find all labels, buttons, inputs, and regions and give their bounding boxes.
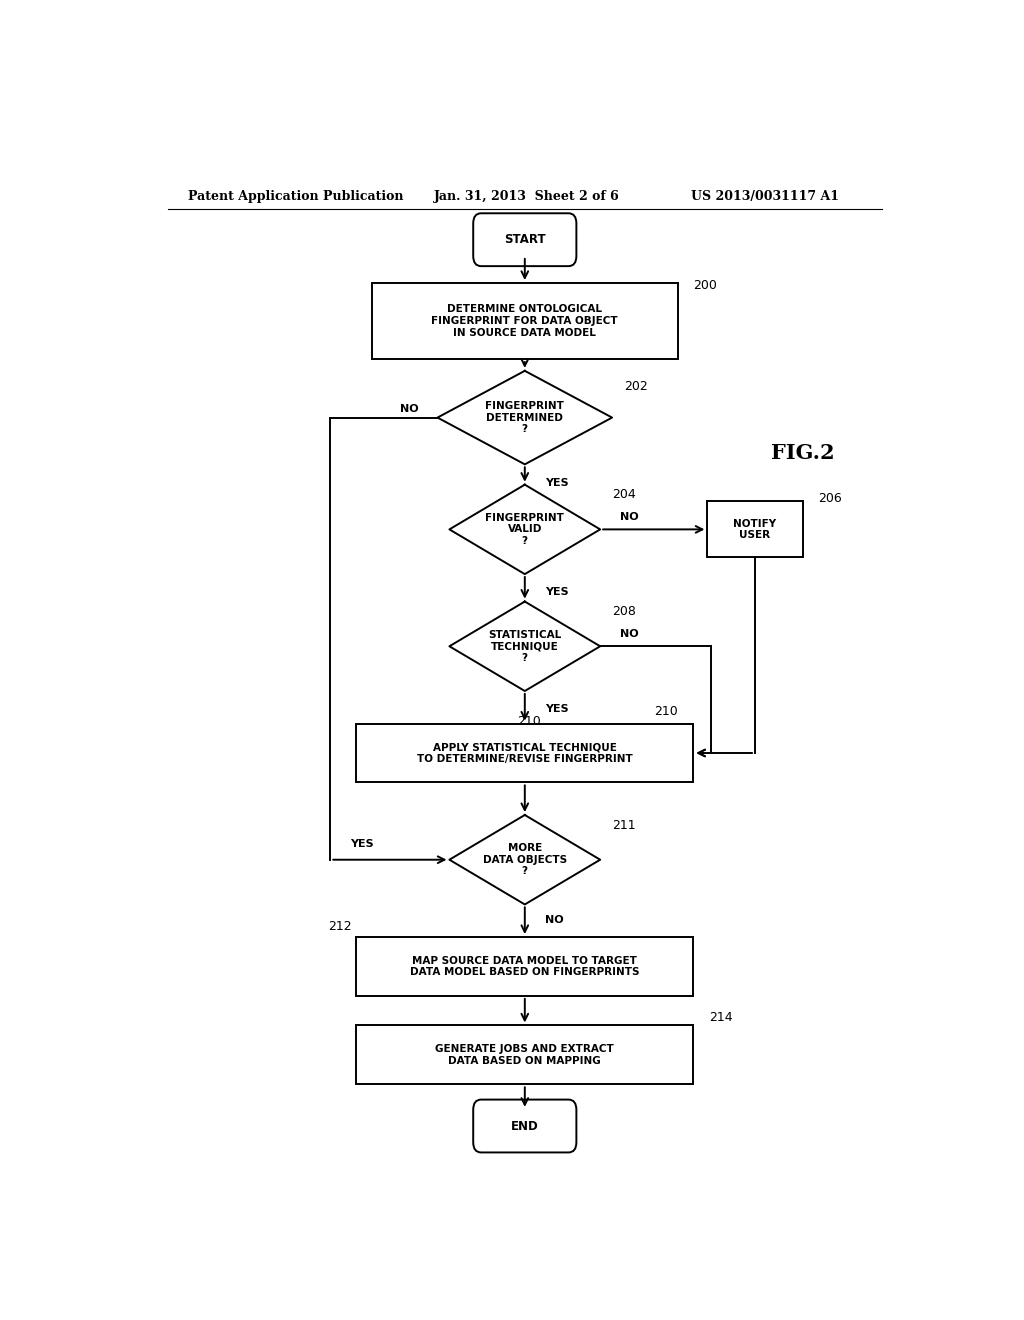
Text: FINGERPRINT
DETERMINED
?: FINGERPRINT DETERMINED ? bbox=[485, 401, 564, 434]
FancyBboxPatch shape bbox=[473, 214, 577, 267]
Text: STATISTICAL
TECHNIQUE
?: STATISTICAL TECHNIQUE ? bbox=[488, 630, 561, 663]
Text: NO: NO bbox=[545, 915, 563, 925]
Polygon shape bbox=[437, 371, 612, 465]
Text: END: END bbox=[511, 1119, 539, 1133]
Polygon shape bbox=[450, 484, 600, 574]
Text: APPLY STATISTICAL TECHNIQUE
TO DETERMINE/REVISE FINGERPRINT: APPLY STATISTICAL TECHNIQUE TO DETERMINE… bbox=[417, 742, 633, 764]
Text: DETERMINE ONTOLOGICAL
FINGERPRINT FOR DATA OBJECT
IN SOURCE DATA MODEL: DETERMINE ONTOLOGICAL FINGERPRINT FOR DA… bbox=[431, 305, 618, 338]
Text: GENERATE JOBS AND EXTRACT
DATA BASED ON MAPPING: GENERATE JOBS AND EXTRACT DATA BASED ON … bbox=[435, 1044, 614, 1065]
Text: Jan. 31, 2013  Sheet 2 of 6: Jan. 31, 2013 Sheet 2 of 6 bbox=[433, 190, 620, 202]
FancyBboxPatch shape bbox=[356, 723, 693, 783]
FancyBboxPatch shape bbox=[356, 1026, 693, 1084]
Text: 200: 200 bbox=[693, 279, 718, 292]
Text: MAP SOURCE DATA MODEL TO TARGET
DATA MODEL BASED ON FINGERPRINTS: MAP SOURCE DATA MODEL TO TARGET DATA MOD… bbox=[410, 956, 640, 977]
FancyBboxPatch shape bbox=[473, 1100, 577, 1152]
Text: NO: NO bbox=[620, 512, 639, 523]
Text: 210: 210 bbox=[653, 705, 678, 718]
Text: 202: 202 bbox=[624, 380, 648, 392]
Text: YES: YES bbox=[545, 705, 568, 714]
FancyBboxPatch shape bbox=[708, 502, 803, 557]
Text: NOTIFY
USER: NOTIFY USER bbox=[733, 519, 776, 540]
Text: YES: YES bbox=[350, 840, 374, 850]
Text: 208: 208 bbox=[612, 605, 636, 618]
Text: FINGERPRINT
VALID
?: FINGERPRINT VALID ? bbox=[485, 512, 564, 546]
Text: 214: 214 bbox=[710, 1011, 733, 1024]
Text: Patent Application Publication: Patent Application Publication bbox=[187, 190, 403, 202]
Text: 206: 206 bbox=[818, 492, 842, 506]
Text: 211: 211 bbox=[612, 818, 636, 832]
Text: FIG.2: FIG.2 bbox=[771, 444, 835, 463]
Text: MORE
DATA OBJECTS
?: MORE DATA OBJECTS ? bbox=[482, 843, 567, 876]
Text: 210: 210 bbox=[517, 715, 541, 729]
Text: 212: 212 bbox=[329, 920, 352, 933]
Text: YES: YES bbox=[545, 478, 568, 487]
Text: 204: 204 bbox=[612, 488, 636, 502]
Polygon shape bbox=[450, 814, 600, 904]
Text: US 2013/0031117 A1: US 2013/0031117 A1 bbox=[691, 190, 840, 202]
FancyBboxPatch shape bbox=[356, 937, 693, 995]
FancyBboxPatch shape bbox=[372, 282, 678, 359]
Text: YES: YES bbox=[545, 587, 568, 598]
Text: NO: NO bbox=[620, 630, 639, 639]
Polygon shape bbox=[450, 602, 600, 690]
Text: NO: NO bbox=[400, 404, 419, 414]
Text: START: START bbox=[504, 234, 546, 247]
